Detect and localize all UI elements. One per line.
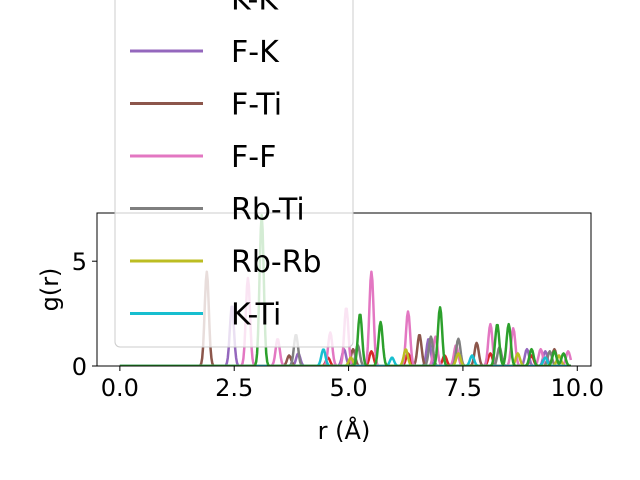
legend: K-K F-K F-Ti F-F Rb-Ti Rb-Rb K-Ti <box>114 0 354 348</box>
series-line-f-k <box>119 305 572 366</box>
legend-label-rb-rb: Rb-Rb <box>231 245 322 280</box>
legend-label-f-f: F-F <box>231 140 276 175</box>
x-tick-label: 10.0 <box>551 374 604 402</box>
legend-label-f-k: F-K <box>231 35 280 70</box>
legend-label-rb-ti: Rb-Ti <box>231 193 305 228</box>
x-tick-label: 7.5 <box>444 374 482 402</box>
x-tick-label: 0.0 <box>101 374 139 402</box>
legend-label-k-ti: K-Ti <box>231 298 281 333</box>
x-tick-label: 5.0 <box>329 374 367 402</box>
x-axis-label: r (Å) <box>318 416 371 445</box>
x-tick-label: 2.5 <box>215 374 253 402</box>
legend-label-f-ti: F-Ti <box>231 88 282 123</box>
y-tick-label: 0 <box>72 353 87 381</box>
legend-label-k-k: K-K <box>231 0 279 18</box>
x-axis: 0.0 2.5 5.0 7.5 10.0 <box>101 366 604 402</box>
y-tick-label: 5 <box>72 248 87 276</box>
series-line-rb-ti <box>119 334 572 366</box>
series-line-series-7 <box>119 213 572 366</box>
y-axis-label: g(r) <box>36 268 64 312</box>
y-axis: 05 <box>72 248 97 381</box>
